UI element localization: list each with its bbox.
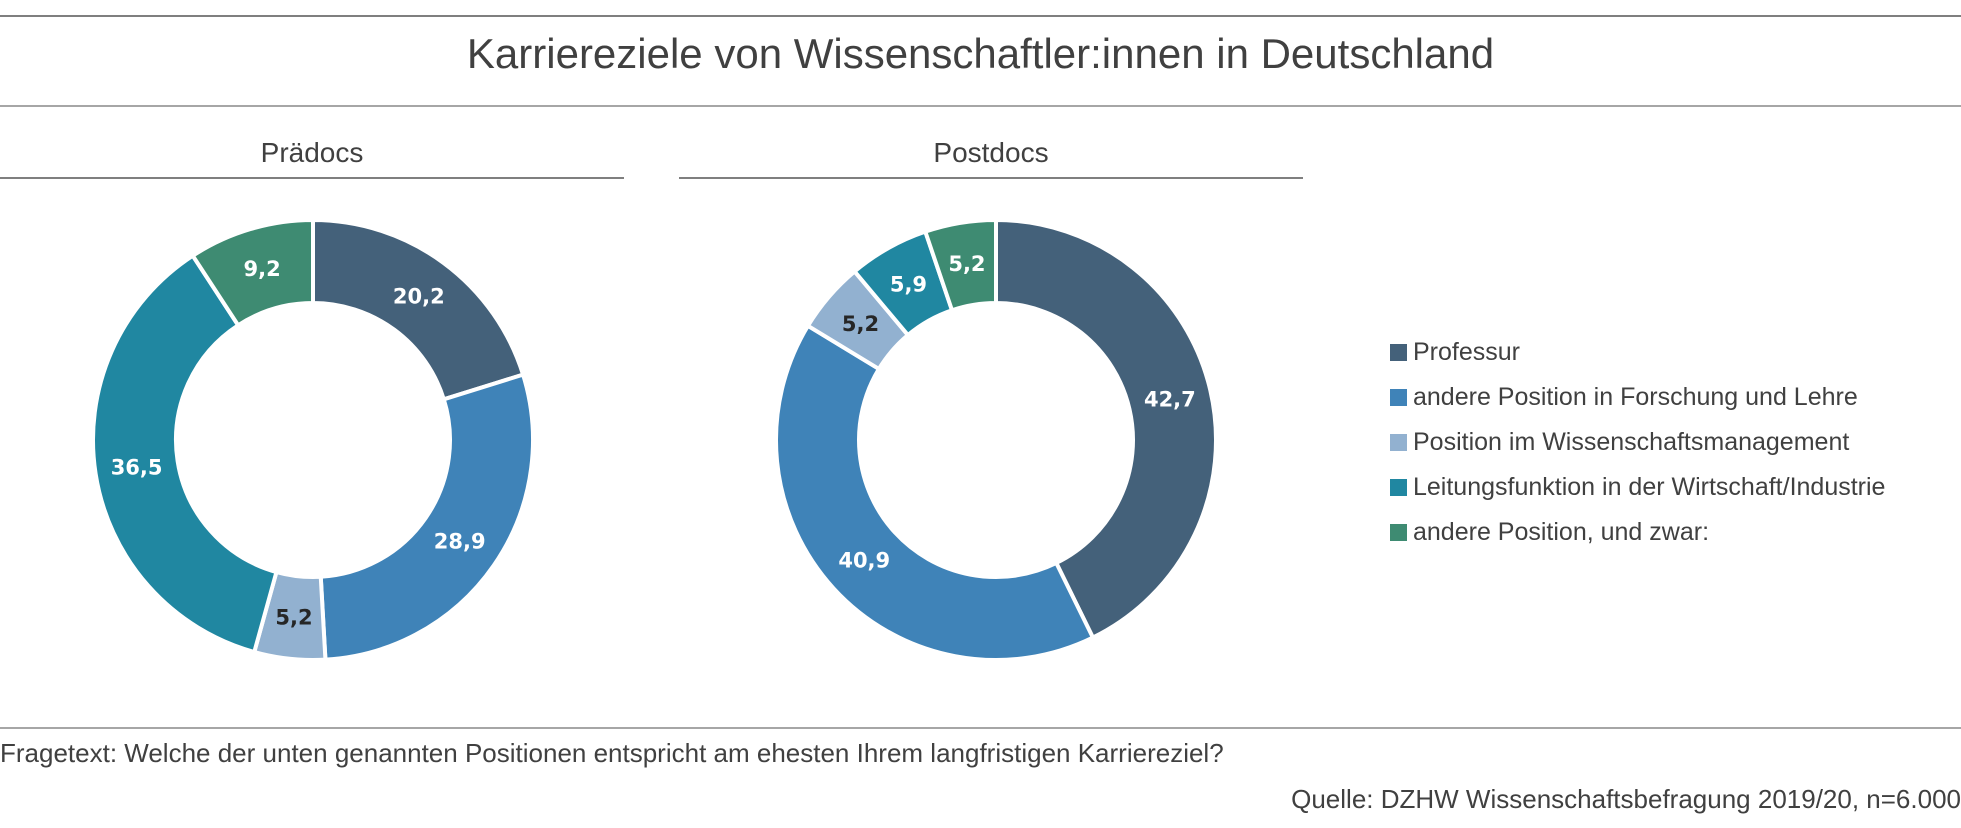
legend-label: Leitungsfunktion in der Wirtschaft/Indus… xyxy=(1413,473,1886,501)
legend-label: andere Position, und zwar: xyxy=(1413,518,1710,546)
donut-chart-praedocs: 20,2 28,9 5,2 36,5 9,2 xyxy=(91,217,535,662)
donut-slice-andere-position-in-forschung-und-lehre xyxy=(318,372,535,662)
legend-item-forschung-lehre: andere Position in Forschung und Lehre xyxy=(1390,375,1885,420)
chart-title: Karriereziele von Wissenschaftler:innen … xyxy=(466,30,1495,77)
legend-item-wirtschaft-industrie: Leitungsfunktion in der Wirtschaft/Indus… xyxy=(1390,465,1885,510)
data-label-professur: 20,2 xyxy=(393,284,445,308)
donut-slice-professur xyxy=(311,217,526,402)
data-label-position-im-wissenschaftsmanagement: 5,2 xyxy=(842,312,879,336)
legend-item-wissenschaftsmanagement: Position im Wissenschaftsmanagement xyxy=(1390,420,1885,465)
footer-rule xyxy=(0,727,1961,729)
subtitle-praedocs: Prädocs xyxy=(260,137,364,168)
donut-slice-leitungsfunktion-in-der-wirtschaft-industrie xyxy=(91,252,279,655)
data-label-andere-position-in-forschung-und-lehre: 40,9 xyxy=(838,548,890,572)
donut-slice-andere-position-in-forschung-und-lehre xyxy=(774,323,1096,662)
donut-slice-professur xyxy=(994,217,1218,641)
legend-swatch xyxy=(1390,434,1407,451)
data-label-professur: 42,7 xyxy=(1144,388,1196,412)
donut-chart-postdocs: 42,7 40,9 5,2 5,9 5,2 xyxy=(774,217,1218,662)
legend-swatch xyxy=(1390,344,1407,361)
legend-label: Position im Wissenschaftsmanagement xyxy=(1413,428,1850,456)
data-label-andere-position-und-zwar: 9,2 xyxy=(244,257,281,281)
legend: Professur andere Position in Forschung u… xyxy=(1390,330,1885,555)
donut-slice-andere-position-und-zwar xyxy=(190,217,315,329)
legend-label: andere Position in Forschung und Lehre xyxy=(1413,383,1858,411)
data-label-andere-position-und-zwar: 5,2 xyxy=(948,252,985,276)
data-label-position-im-wissenschaftsmanagement: 5,2 xyxy=(275,605,312,629)
title-rule xyxy=(0,105,1961,107)
data-label-leitungsfunktion-in-der-wirtschaft-industrie: 5,9 xyxy=(890,272,927,296)
legend-item-professur: Professur xyxy=(1390,330,1885,375)
subtitle-rule-postdocs xyxy=(679,177,1303,179)
subtitle-postdocs: Postdocs xyxy=(933,137,1049,168)
donut-slice-andere-position-und-zwar xyxy=(922,217,998,313)
top-rule xyxy=(0,15,1961,17)
legend-swatch xyxy=(1390,389,1407,406)
question-text: Fragetext: Welche der unten genannten Po… xyxy=(0,738,1224,768)
subtitle-rule-praedocs xyxy=(0,177,624,179)
legend-swatch xyxy=(1390,524,1407,541)
source-note: Quelle: DZHW Wissenschaftsbefragung 2019… xyxy=(1291,784,1961,814)
data-label-leitungsfunktion-in-der-wirtschaft-industrie: 36,5 xyxy=(111,455,163,479)
legend-label: Professur xyxy=(1413,338,1520,366)
legend-item-andere-position: andere Position, und zwar: xyxy=(1390,510,1885,555)
data-label-andere-position-in-forschung-und-lehre: 28,9 xyxy=(434,530,486,554)
legend-swatch xyxy=(1390,479,1407,496)
